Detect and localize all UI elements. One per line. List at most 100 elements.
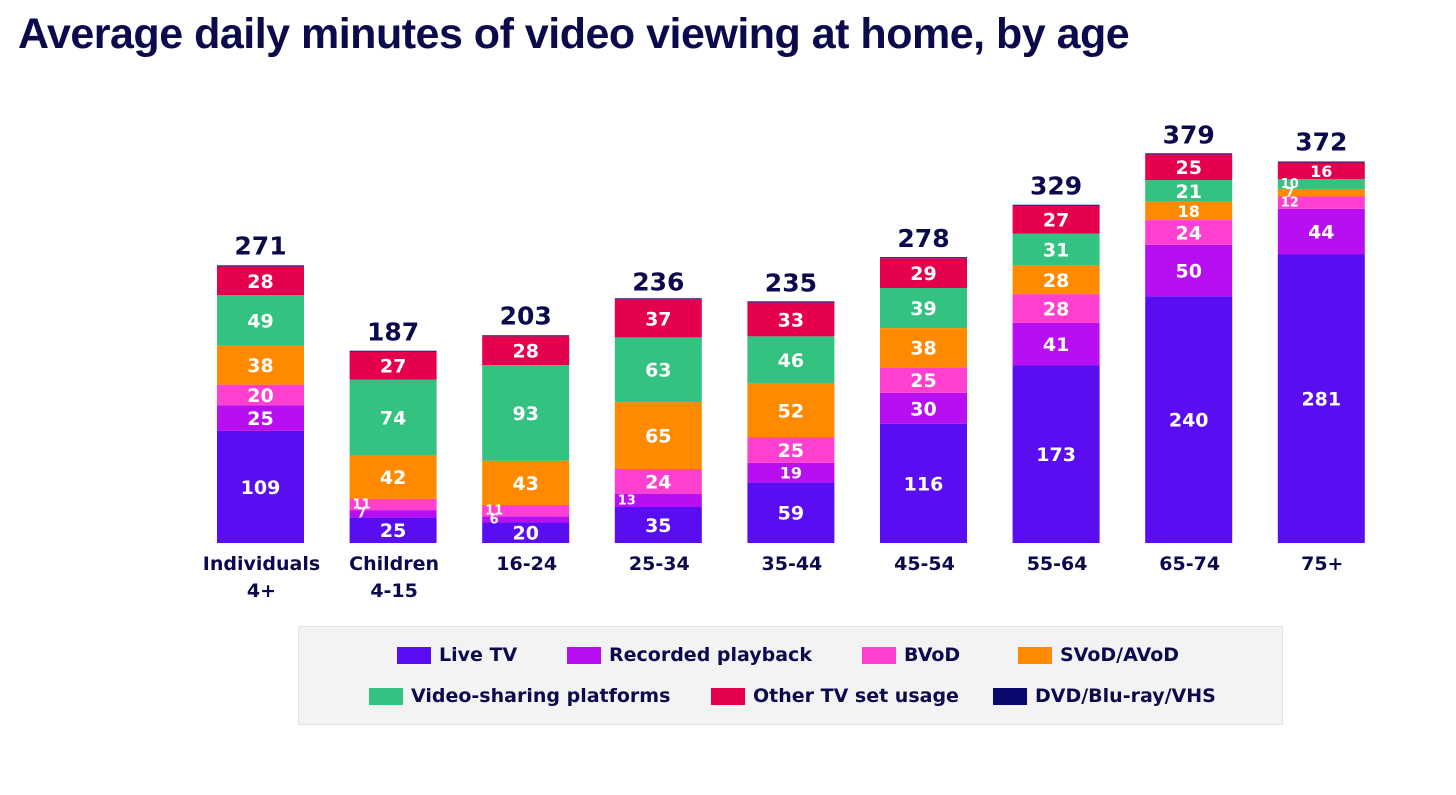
data-label-recorded-playback-65-74: 50 (1175, 261, 1201, 283)
legend-swatch-video-sharing (369, 687, 403, 705)
total-label-individuals-4: 271 (234, 231, 286, 260)
data-label-other-tv-set-usage-35-44: 33 (778, 309, 804, 331)
data-label-bvod-45-54: 25 (910, 370, 936, 392)
bar-segment-dvd-blu-ray-vhs-65-74 (1145, 153, 1233, 155)
total-label-65-74: 379 (1163, 120, 1215, 149)
data-label-video-sharing-platforms-55-64: 31 (1043, 239, 1069, 261)
bar-segment-svod-avod-individuals-4 (217, 345, 304, 385)
data-label-live-tv-55-64: 173 (1036, 444, 1076, 466)
data-label-live-tv-65-74: 240 (1169, 410, 1209, 432)
category-label-individuals-4-0: Individuals (203, 553, 320, 575)
bar-segment-dvd-blu-ray-vhs-individuals-4 (217, 265, 304, 267)
bar-segment-other-tv-set-usage-children-4-15 (349, 351, 437, 380)
bar-segment-video-sharing-platforms-65-74 (1145, 180, 1233, 202)
data-label-video-sharing-platforms-individuals-4: 49 (247, 310, 273, 332)
bar-segment-live-tv-65-74 (1145, 296, 1233, 543)
data-label-svod-avod-55-64: 28 (1043, 270, 1069, 292)
data-label-recorded-playback-45-54: 30 (910, 398, 936, 420)
category-label-individuals-4-1: 4+ (247, 580, 276, 602)
bar-segment-live-tv-individuals-4 (217, 430, 304, 543)
data-label-recorded-playback-55-64: 41 (1043, 334, 1069, 356)
bar-segment-other-tv-set-usage-individuals-4 (217, 266, 304, 296)
bar-segment-svod-avod-65-74 (1145, 201, 1233, 221)
bar-segment-svod-avod-children-4-15 (349, 455, 437, 499)
category-label-25-34-0: 25-34 (629, 553, 690, 575)
category-label-45-54-0: 45-54 (894, 553, 955, 575)
data-label-bvod-children-4-15: 11 (353, 497, 371, 512)
data-label-recorded-playback-25-34: 13 (618, 493, 636, 508)
bar-segment-dvd-blu-ray-vhs-55-64 (1012, 204, 1100, 206)
data-label-live-tv-children-4-15: 25 (380, 520, 406, 542)
data-label-recorded-playback-individuals-4: 25 (247, 408, 273, 430)
bar-segment-recorded-playback-children-4-15 (349, 510, 437, 518)
bar-segment-live-tv-55-64 (1012, 365, 1100, 543)
legend-label-dvd: DVD/Blu-ray/VHS (1035, 685, 1216, 707)
legend-label-other-tv: Other TV set usage (753, 685, 959, 707)
bar-segment-live-tv-children-4-15 (349, 517, 437, 543)
data-label-other-tv-set-usage-children-4-15: 27 (380, 356, 406, 378)
bar-segment-bvod-35-44 (747, 437, 835, 463)
total-label-25-34: 236 (632, 267, 684, 296)
data-label-bvod-55-64: 28 (1043, 299, 1069, 321)
bar-segment-video-sharing-platforms-16-24 (482, 365, 570, 461)
total-label-75: 372 (1295, 128, 1347, 157)
bar-segment-video-sharing-platforms-55-64 (1012, 233, 1100, 266)
data-label-svod-avod-75: 7 (1285, 186, 1294, 201)
legend-label-live-tv: Live TV (439, 644, 518, 666)
data-label-other-tv-set-usage-45-54: 29 (910, 263, 936, 285)
bar-segment-bvod-individuals-4 (217, 384, 304, 406)
bar-segment-video-sharing-platforms-45-54 (880, 288, 967, 329)
bar-segment-other-tv-set-usage-75 (1277, 162, 1365, 180)
bar-segment-recorded-playback-35-44 (747, 462, 835, 483)
legend-item-live-tv: Live TV (397, 644, 517, 666)
legend-swatch-svod-avod (1018, 646, 1052, 664)
data-label-bvod-75: 12 (1281, 196, 1299, 211)
category-label-35-44-0: 35-44 (762, 553, 823, 575)
category-label-65-74-0: 65-74 (1159, 553, 1220, 575)
bar-segment-dvd-blu-ray-vhs-16-24 (482, 335, 570, 337)
legend-swatch-dvd (993, 687, 1027, 705)
data-label-video-sharing-platforms-65-74: 21 (1175, 181, 1201, 203)
data-label-recorded-playback-16-24: 6 (490, 512, 499, 527)
data-label-other-tv-set-usage-55-64: 27 (1043, 210, 1069, 232)
bar-segment-recorded-playback-45-54 (880, 392, 967, 424)
data-label-live-tv-16-24: 20 (512, 523, 538, 545)
data-label-live-tv-75: 281 (1301, 389, 1341, 411)
data-label-svod-avod-35-44: 52 (778, 400, 804, 422)
category-label-children-4-15-1: 4-15 (370, 580, 418, 602)
data-label-svod-avod-children-4-15: 42 (380, 467, 406, 489)
bar-segment-dvd-blu-ray-vhs-25-34 (614, 298, 702, 300)
bar-segment-svod-avod-75 (1277, 189, 1365, 197)
legend-item-other-tv: Other TV set usage (711, 685, 959, 707)
bar-segment-video-sharing-platforms-individuals-4 (217, 295, 304, 346)
legend-label-recorded-playback: Recorded playback (609, 644, 812, 666)
bar-segment-bvod-children-4-15 (349, 498, 437, 511)
legend-label-svod-avod: SVoD/AVoD (1060, 644, 1180, 666)
bar-segment-other-tv-set-usage-55-64 (1012, 205, 1100, 234)
bar-segment-other-tv-set-usage-65-74 (1145, 154, 1233, 181)
total-label-16-24: 203 (500, 301, 552, 330)
data-label-live-tv-45-54: 116 (904, 473, 944, 495)
bar-segment-live-tv-75 (1277, 254, 1365, 543)
data-label-svod-avod-16-24: 43 (512, 473, 538, 495)
legend-label-video-sharing: Video-sharing platforms (411, 685, 671, 707)
bar-segment-dvd-blu-ray-vhs-children-4-15 (349, 350, 437, 352)
bar-segment-recorded-playback-65-74 (1145, 244, 1233, 297)
bar-segment-live-tv-45-54 (880, 423, 967, 543)
data-label-svod-avod-65-74: 18 (1178, 202, 1200, 221)
bar-segment-live-tv-16-24 (482, 522, 570, 543)
legend-item-bvod: BVoD (862, 644, 960, 666)
data-label-live-tv-25-34: 35 (645, 515, 671, 537)
bar-segment-svod-avod-45-54 (880, 328, 967, 368)
data-label-live-tv-35-44: 59 (778, 503, 804, 525)
bar-segment-bvod-65-74 (1145, 220, 1233, 245)
data-label-svod-avod-individuals-4: 38 (247, 355, 273, 377)
data-label-video-sharing-platforms-75: 10 (1281, 177, 1299, 192)
legend-swatch-live-tv (397, 646, 431, 664)
bar-segment-video-sharing-platforms-25-34 (614, 337, 702, 403)
bar-segment-other-tv-set-usage-35-44 (747, 302, 835, 337)
legend-item-svod-avod: SVoD/AVoD (1018, 644, 1179, 666)
category-label-children-4-15-0: Children (349, 553, 439, 575)
category-label-75-0: 75+ (1301, 553, 1343, 575)
data-label-bvod-65-74: 24 (1175, 222, 1201, 244)
